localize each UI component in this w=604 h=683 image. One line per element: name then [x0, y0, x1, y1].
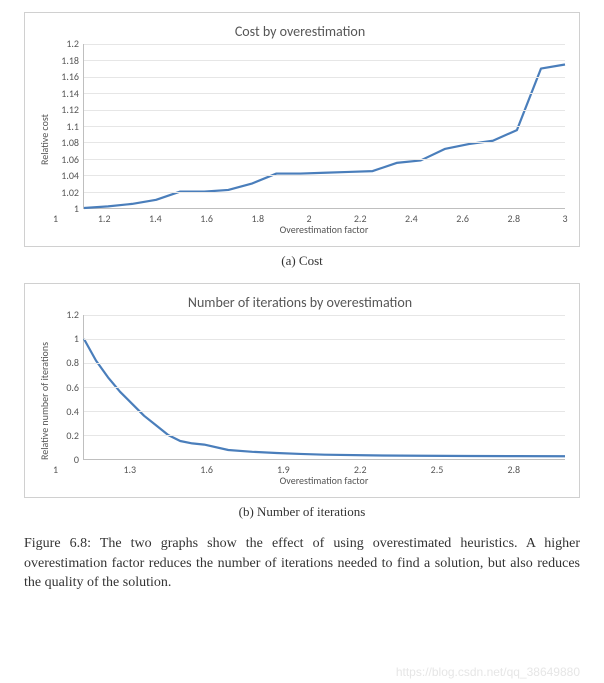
chart-a-xticks: 11.21.41.61.822.22.42.62.83	[53, 209, 565, 221]
chart-a-yticks: 1.21.181.161.141.121.11.081.061.041.021	[53, 44, 83, 209]
chart-b-box: Number of iterations by overestimation R…	[24, 283, 580, 498]
chart-a-title: Cost by overestimation	[35, 23, 565, 40]
chart-a-plot	[83, 44, 565, 209]
chart-b-inner: Relative number of iterations 1.210.80.6…	[35, 315, 565, 487]
watermark: https://blog.csdn.net/qq_38649880	[396, 665, 580, 679]
chart-b-xticks: 11.31.61.92.22.52.8	[53, 460, 565, 472]
chart-a-inner: Relative cost 1.21.181.161.141.121.11.08…	[35, 44, 565, 236]
chart-a-ylabel: Relative cost	[38, 114, 51, 165]
subcaption-a: (a) Cost	[24, 253, 580, 269]
figure-caption: Figure 6.8: The two graphs show the effe…	[24, 534, 580, 593]
subcaption-b: (b) Number of iterations	[24, 504, 580, 520]
chart-b-yticks: 1.210.80.60.40.20	[53, 315, 83, 460]
chart-b-ylabel: Relative number of iterations	[38, 342, 51, 460]
chart-a-box: Cost by overestimation Relative cost 1.2…	[24, 12, 580, 247]
chart-b-plot	[83, 315, 565, 460]
chart-b-title: Number of iterations by overestimation	[35, 294, 565, 311]
